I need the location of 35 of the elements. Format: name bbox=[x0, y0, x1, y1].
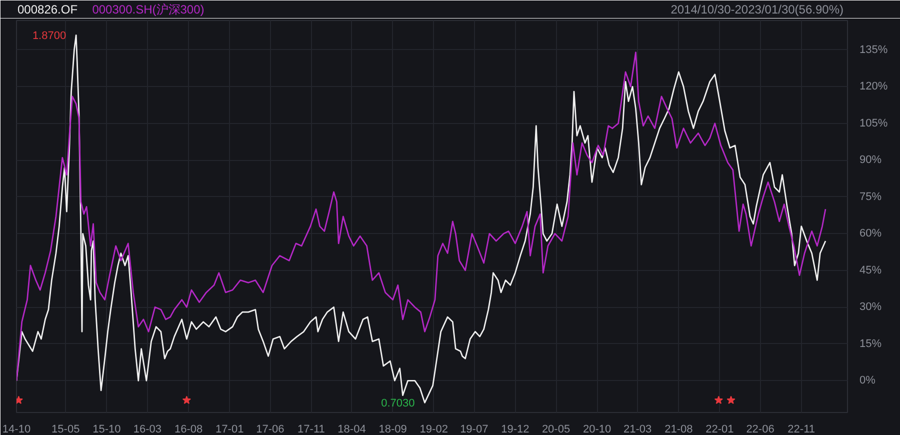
x-tick-label: 21-03 bbox=[624, 424, 652, 435]
x-tick-label: 22-06 bbox=[746, 424, 774, 435]
x-tick-label: 19-12 bbox=[501, 424, 530, 435]
x-tick-label: 17-06 bbox=[256, 424, 284, 435]
x-tick-label: 22-01 bbox=[706, 424, 734, 435]
x-tick-label: 18-09 bbox=[378, 424, 407, 435]
x-tick-label: 17-01 bbox=[216, 424, 244, 435]
y-tick-label: 135% bbox=[860, 44, 888, 56]
x-tick-label: 17-11 bbox=[298, 424, 325, 435]
x-tick-label: 16-03 bbox=[133, 424, 162, 435]
x-tick-label: 18-04 bbox=[338, 424, 366, 435]
x-tick-label: 15-05 bbox=[52, 424, 80, 435]
y-tick-label: 90% bbox=[860, 154, 882, 166]
x-tick-label: 20-10 bbox=[583, 424, 612, 435]
annotation: 1.8700 bbox=[32, 30, 66, 42]
x-tick-label: 19-02 bbox=[420, 424, 448, 435]
y-tick-label: 0% bbox=[860, 374, 876, 387]
y-tick-label: 30% bbox=[860, 301, 882, 314]
x-tick-label: 14-10 bbox=[2, 424, 31, 435]
annotation: 0.7030 bbox=[381, 398, 415, 410]
y-tick-label: 105% bbox=[860, 117, 888, 130]
y-tick-label: 120% bbox=[860, 80, 888, 93]
x-tick-label: 21-08 bbox=[664, 424, 693, 435]
y-tick-label: 60% bbox=[860, 228, 882, 240]
x-tick-label: 16-08 bbox=[174, 424, 203, 435]
y-tick-label: 45% bbox=[860, 264, 882, 276]
y-tick-label: 75% bbox=[860, 190, 882, 203]
x-tick-label: 20-05 bbox=[542, 424, 570, 435]
x-tick-label: 19-07 bbox=[460, 424, 488, 435]
y-tick-label: 15% bbox=[860, 338, 882, 350]
x-tick-label: 22-11 bbox=[788, 424, 816, 435]
text: 000300.SH(沪深300) bbox=[92, 2, 204, 16]
series-label: 000826.OF bbox=[18, 2, 78, 16]
x-tick-label: 15-10 bbox=[92, 424, 121, 435]
text: 2014/10/30-2023/01/30(56.90%) bbox=[670, 2, 844, 16]
